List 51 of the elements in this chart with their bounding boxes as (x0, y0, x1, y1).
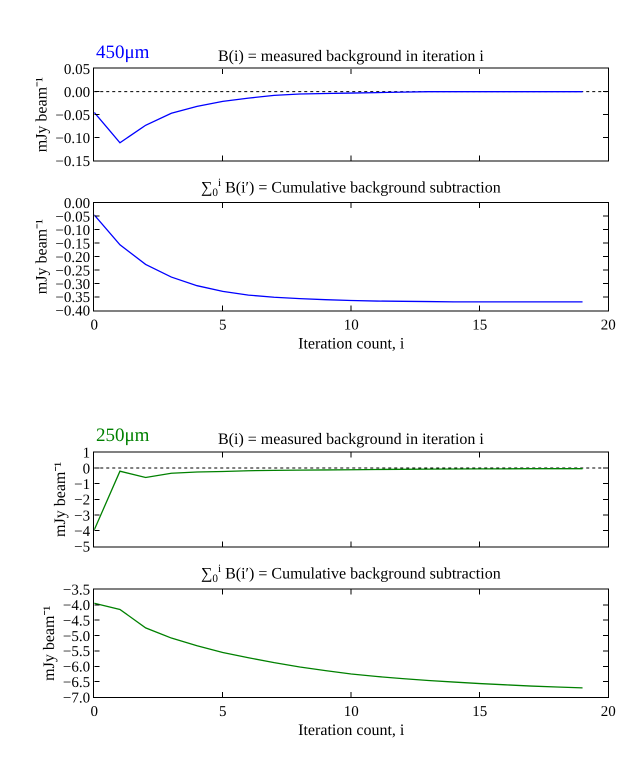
x-tick-label: 15 (472, 318, 488, 334)
chart-title: ∑$_{0}$$^{i}$ B(i′) = Cumulative background subtraction (201, 177, 501, 200)
x-tick-label: 5 (218, 704, 226, 720)
y-tick-label: −4 (74, 524, 91, 540)
line-series (94, 214, 584, 302)
x-tick-label: 5 (218, 318, 226, 334)
line-series (94, 468, 584, 531)
x-axis-title: Iteration count, i (298, 722, 405, 739)
chart-title: ∑$_{0}$$^{i}$ B(i′) = Cumulative background subtraction (201, 563, 501, 586)
y-tick-label: −0.05 (55, 108, 90, 124)
y-tick-label: −1 (74, 476, 90, 493)
x-tick-label: 10 (344, 704, 359, 720)
y-tick-label: −0.10 (55, 222, 90, 239)
y-tick-label: −0.40 (55, 304, 90, 320)
y-tick-label: −5 (74, 540, 90, 556)
y-tick-label: −7.0 (62, 690, 90, 706)
y-tick-label: 0.05 (64, 62, 90, 78)
y-tick-label: −0.15 (55, 154, 90, 170)
y-tick-label: 0 (82, 461, 90, 478)
x-axis-title: Iteration count, i (298, 335, 405, 352)
y-tick-label: −0.30 (55, 276, 90, 293)
y-tick-label: −5.5 (62, 644, 90, 660)
y-tick-label: 0.00 (64, 84, 90, 101)
line-series (94, 602, 584, 689)
y-tick-label: −4.0 (62, 598, 90, 614)
text: 250μm (96, 425, 150, 446)
y-tick-label: −4.5 (62, 613, 90, 630)
y-axis-title: mJy beam⁻¹ (40, 606, 58, 681)
x-tick-label: 20 (600, 704, 616, 720)
x-tick-label: 20 (600, 318, 616, 334)
y-tick-label: −3 (74, 508, 90, 524)
y-axis-title: mJy beam⁻¹ (33, 218, 50, 294)
chart-title: B(i) = measured background in iteration i (218, 48, 484, 65)
y-tick-label: −0.20 (55, 250, 90, 266)
y-axis-title: mJy beam⁻¹ (52, 462, 70, 537)
chart-title: B(i) = measured background in iteration i (218, 431, 484, 448)
line-series (94, 91, 584, 144)
y-tick-label: −0.25 (55, 263, 90, 280)
text: 450μm (96, 42, 150, 63)
y-tick-label: −0.10 (55, 130, 90, 147)
y-tick-label: −3.5 (62, 582, 90, 599)
y-tick-label: −6.5 (62, 674, 90, 691)
y-axis-title: mJy beam⁻¹ (33, 76, 50, 152)
y-tick-label: −0.15 (55, 236, 90, 252)
y-tick-label: −6.0 (62, 660, 90, 676)
x-tick-label: 10 (344, 318, 359, 334)
y-tick-label: −0.35 (55, 290, 90, 306)
y-tick-label: −5.0 (62, 628, 90, 645)
x-tick-label: 15 (472, 704, 488, 720)
y-tick-label: −2 (74, 492, 90, 509)
y-tick-label: 1 (82, 446, 90, 462)
